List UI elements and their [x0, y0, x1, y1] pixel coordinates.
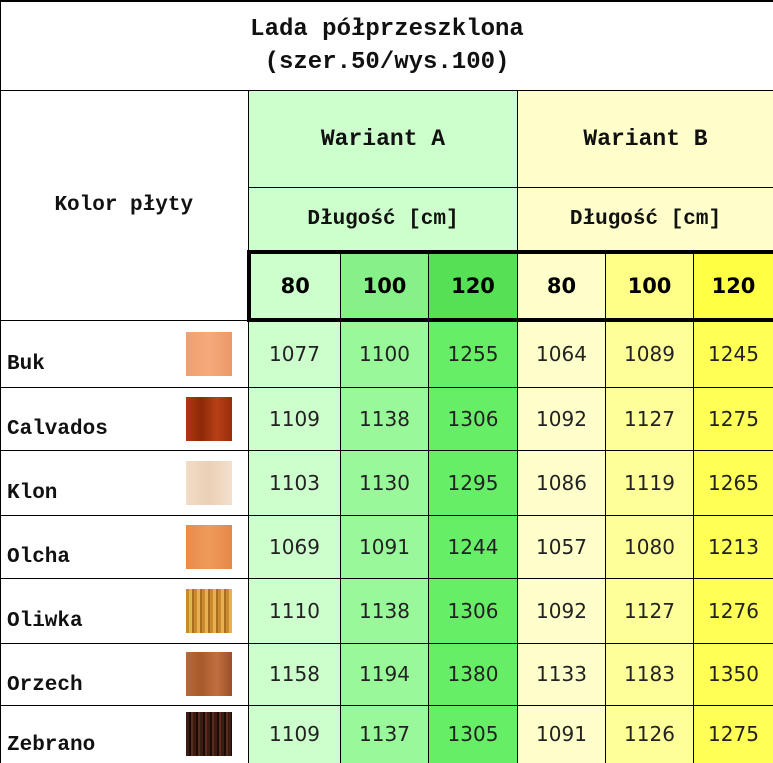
price: 1265: [694, 450, 773, 515]
color-name: Calvados: [7, 396, 108, 441]
title-cell: Lada półprzeszklona(szer.50/wys.100): [1, 1, 773, 91]
variant-subheader: Długość [cm]: [518, 188, 773, 253]
row-header: Kolor płyty: [1, 91, 249, 321]
price-table: Lada półprzeszklona(szer.50/wys.100)Kolo…: [0, 0, 773, 763]
price: 1100: [341, 320, 429, 387]
price: 1091: [341, 515, 429, 578]
price: 1089: [606, 320, 694, 387]
row-label: Orzech: [1, 643, 249, 705]
price: 1086: [518, 450, 606, 515]
price: 1194: [341, 643, 429, 705]
color-swatch: [186, 652, 232, 696]
price: 1126: [606, 705, 694, 763]
title-row: Lada półprzeszklona(szer.50/wys.100): [1, 1, 773, 91]
price: 1080: [606, 515, 694, 578]
title-line: Lada półprzeszklona: [1, 13, 773, 46]
price: 1276: [694, 578, 773, 643]
variant-name: Wariant A: [249, 91, 518, 188]
color-swatch: [186, 589, 232, 633]
price: 1306: [429, 578, 518, 643]
length-header: 80: [518, 252, 606, 320]
price: 1077: [249, 320, 341, 387]
row-label-box: Zebrano: [1, 706, 248, 763]
length-header: 120: [694, 252, 773, 320]
row-label-box: Orzech: [1, 644, 248, 705]
price: 1127: [606, 578, 694, 643]
row-label: Olcha: [1, 515, 249, 578]
row-label-box: Buk: [1, 321, 248, 387]
price: 1158: [249, 643, 341, 705]
price: 1305: [429, 705, 518, 763]
price: 1183: [606, 643, 694, 705]
variant-subheader: Długość [cm]: [249, 188, 518, 253]
price: 1069: [249, 515, 341, 578]
variant-name: Wariant B: [518, 91, 773, 188]
page: Lada półprzeszklona(szer.50/wys.100)Kolo…: [0, 0, 773, 763]
price: 1350: [694, 643, 773, 705]
price: 1103: [249, 450, 341, 515]
row-label: Klon: [1, 450, 249, 515]
color-name: Olcha: [7, 524, 70, 569]
color-swatch: [186, 712, 232, 756]
price: 1245: [694, 320, 773, 387]
color-name: Oliwka: [7, 588, 83, 633]
title-line: (szer.50/wys.100): [1, 46, 773, 79]
price: 1109: [249, 387, 341, 450]
length-header: 120: [429, 252, 518, 320]
row-label-box: Klon: [1, 451, 248, 515]
color-name: Buk: [7, 331, 45, 376]
price: 1109: [249, 705, 341, 763]
price: 1133: [518, 643, 606, 705]
price: 1213: [694, 515, 773, 578]
length-header: 100: [606, 252, 694, 320]
length-header: 80: [249, 252, 341, 320]
row-label: Zebrano: [1, 705, 249, 763]
color-swatch: [186, 525, 232, 569]
row-label-box: Olcha: [1, 516, 248, 578]
row-label-box: Calvados: [1, 388, 248, 450]
price: 1127: [606, 387, 694, 450]
price: 1092: [518, 578, 606, 643]
color-swatch: [186, 397, 232, 441]
color-name: Klon: [7, 460, 57, 505]
price: 1137: [341, 705, 429, 763]
price: 1255: [429, 320, 518, 387]
color-name: Zebrano: [7, 712, 95, 757]
length-header: 100: [341, 252, 429, 320]
price: 1138: [341, 387, 429, 450]
price: 1380: [429, 643, 518, 705]
price: 1057: [518, 515, 606, 578]
color-swatch: [186, 461, 232, 505]
row-label: Calvados: [1, 387, 249, 450]
price: 1064: [518, 320, 606, 387]
row-label-box: Oliwka: [1, 579, 248, 643]
row-label: Oliwka: [1, 578, 249, 643]
color-swatch: [186, 332, 232, 376]
price: 1119: [606, 450, 694, 515]
price: 1306: [429, 387, 518, 450]
price: 1091: [518, 705, 606, 763]
price: 1275: [694, 705, 773, 763]
price: 1275: [694, 387, 773, 450]
color-name: Orzech: [7, 652, 83, 697]
price: 1130: [341, 450, 429, 515]
price: 1244: [429, 515, 518, 578]
row-label: Buk: [1, 320, 249, 387]
price: 1295: [429, 450, 518, 515]
price: 1110: [249, 578, 341, 643]
price: 1138: [341, 578, 429, 643]
price: 1092: [518, 387, 606, 450]
